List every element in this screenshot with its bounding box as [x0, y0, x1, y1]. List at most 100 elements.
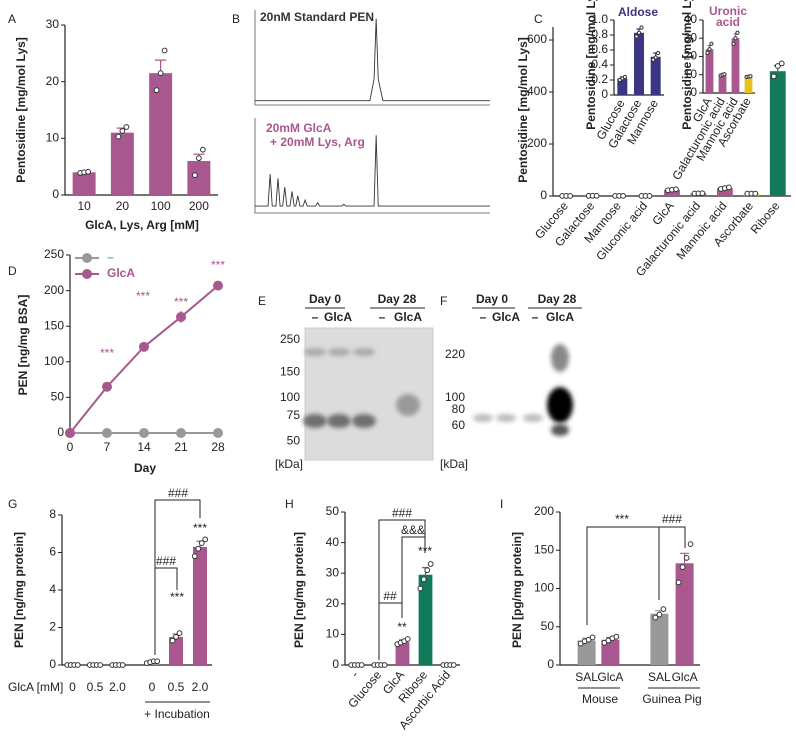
- data-point: [660, 606, 667, 613]
- data-point: [176, 311, 186, 322]
- bar: [634, 32, 644, 95]
- panel-letter: F: [440, 294, 447, 308]
- x-prefix-label: GlcA [mM]: [8, 680, 63, 694]
- data-point: [115, 133, 122, 140]
- band: [396, 394, 420, 416]
- band: [523, 414, 543, 422]
- data-point: [102, 428, 112, 438]
- x-tick-label: Ribose: [748, 199, 783, 237]
- bar: [187, 161, 211, 195]
- x-tick-label: 20: [116, 199, 130, 213]
- y-tick-label: 100: [44, 354, 64, 368]
- trace-title: 20nM Standard PEN: [260, 10, 374, 24]
- bar: [149, 73, 173, 195]
- significance-bracket: [401, 536, 426, 612]
- y-axis-label: Pentosidine [mg/mol Lys]: [14, 37, 28, 183]
- data-point: [358, 662, 365, 668]
- group-label: Day 0: [476, 292, 508, 306]
- y-tick-label: 150: [534, 542, 554, 556]
- x-tick-label: 14: [137, 440, 151, 454]
- series-line: [69, 284, 219, 434]
- data-point: [119, 128, 126, 134]
- y-tick-label: 10: [326, 627, 340, 641]
- data-point: [195, 545, 202, 552]
- y-tick-label: 150: [44, 318, 64, 332]
- band: [303, 414, 327, 428]
- lane-label: –: [480, 310, 487, 324]
- significance-label: ***: [418, 544, 432, 558]
- data-point: [722, 72, 727, 77]
- data-point: [622, 74, 627, 80]
- y-tick-label: 6: [49, 545, 56, 559]
- data-point: [589, 634, 596, 641]
- data-point: [102, 381, 112, 392]
- x-tick-label: 2.0: [109, 680, 126, 694]
- panel-letter: A: [8, 12, 16, 26]
- significance-label: ***: [170, 590, 184, 604]
- group-label: Day 28: [538, 292, 577, 306]
- band: [473, 414, 493, 422]
- x-tick-label: GlcA: [597, 670, 623, 684]
- data-point: [202, 536, 209, 543]
- y-tick-label: 10: [684, 67, 698, 81]
- y-tick-label: 200: [527, 136, 547, 150]
- y-tick-label: 30: [684, 30, 698, 44]
- bar: [650, 613, 669, 665]
- data-point: [213, 280, 223, 291]
- data-point: [417, 585, 424, 592]
- bar: [72, 172, 96, 195]
- unit-label: [kDa]: [440, 457, 468, 471]
- significance-label: ##: [383, 589, 397, 603]
- significance-bracket: [155, 567, 178, 590]
- data-point: [450, 662, 457, 668]
- inset-title: Aldose: [618, 5, 658, 19]
- bar: [395, 642, 410, 665]
- data-point: [656, 50, 661, 56]
- significance-label: ###: [156, 554, 176, 568]
- y-tick-label: 0: [690, 85, 697, 99]
- band: [496, 414, 516, 422]
- legend-marker: [82, 269, 92, 279]
- y-tick-label: 20: [46, 74, 60, 88]
- data-point: [424, 567, 431, 574]
- lane-label: GlcA: [324, 310, 352, 324]
- band: [327, 414, 351, 428]
- data-point: [157, 70, 164, 77]
- legend-marker: [82, 253, 92, 263]
- panel-letter: B: [232, 12, 240, 26]
- y-tick-label: 10: [46, 131, 60, 145]
- y-tick-label: 600: [527, 32, 547, 46]
- bar: [193, 546, 207, 665]
- y-tick-label: 0: [52, 187, 59, 201]
- x-tick-label: 0.5: [168, 680, 185, 694]
- marker-label: 50: [287, 433, 301, 447]
- data-point: [646, 193, 653, 199]
- data-point: [139, 428, 149, 438]
- data-point: [199, 146, 206, 153]
- data-point: [97, 662, 104, 668]
- x-tick-label: 0.5: [87, 680, 104, 694]
- data-point: [705, 50, 710, 55]
- x-tick-label: 0: [67, 440, 74, 454]
- significance-label: ***: [100, 346, 114, 360]
- axis: [254, 118, 490, 214]
- data-point: [173, 633, 179, 640]
- data-point: [139, 341, 149, 352]
- data-point: [213, 428, 223, 438]
- data-point: [85, 168, 92, 175]
- band: [547, 387, 573, 423]
- panel-letter: I: [500, 497, 503, 511]
- y-axis-label: PEN [ng/mg protein]: [12, 532, 26, 648]
- group-label: Mouse: [582, 692, 618, 706]
- data-point: [679, 564, 686, 570]
- significance-label: ***: [193, 521, 207, 535]
- data-point: [707, 47, 712, 52]
- data-point: [675, 579, 682, 586]
- data-point: [652, 614, 659, 621]
- band: [551, 424, 569, 436]
- data-point: [191, 172, 198, 179]
- panel-letter: H: [285, 497, 294, 511]
- y-tick-label: 0: [49, 657, 56, 671]
- data-point: [153, 87, 160, 94]
- data-point: [169, 637, 176, 644]
